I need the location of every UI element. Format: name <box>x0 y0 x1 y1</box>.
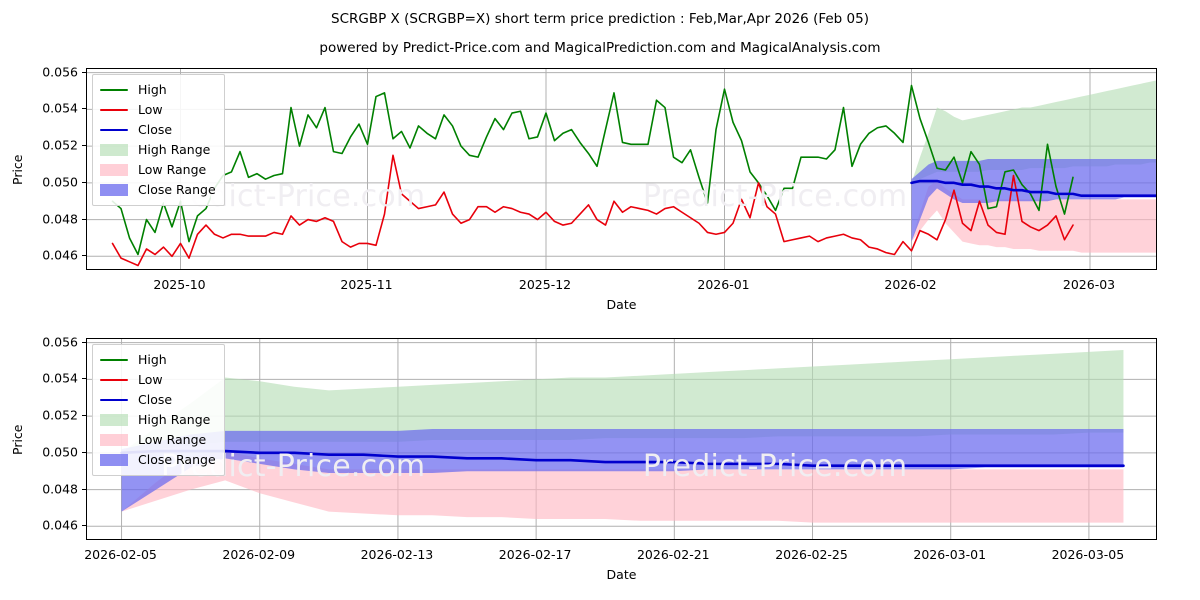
x-axis-tick-label: 2025-12 <box>518 277 572 292</box>
x-axis-tick-label: 2025-10 <box>153 277 206 292</box>
y-axis-tick-mark <box>82 108 86 110</box>
y-axis-tick-mark <box>82 415 86 417</box>
x-axis-tick-label: 2026-03 <box>1062 277 1116 292</box>
y-axis-tick-label: 0.046 <box>42 517 78 533</box>
page-title: SCRGBP X (SCRGBP=X) short term price pre… <box>331 11 869 27</box>
band-low-range <box>121 451 1124 523</box>
x-axis-tick-label: 2026-02-05 <box>84 547 157 562</box>
legend-patch-swatch-icon <box>99 434 129 447</box>
legend-item-label: Low Range <box>138 162 207 177</box>
legend-item-high-range[interactable]: High Range <box>99 140 216 160</box>
legend-item-close[interactable]: Close <box>99 390 216 410</box>
legend-item-label: Close <box>138 392 173 407</box>
y-axis-tick-label: 0.056 <box>42 64 78 80</box>
y-axis-tick-label: 0.050 <box>42 174 78 190</box>
legend-line-swatch-icon <box>99 124 129 137</box>
y-axis-tick-mark <box>82 525 86 527</box>
legend-item-close-range[interactable]: Close Range <box>99 180 216 200</box>
bottom-plot-area <box>86 338 1157 540</box>
y-axis-tick-mark <box>82 378 86 380</box>
x-axis-tick-label: 2026-02-17 <box>498 547 572 562</box>
y-axis-tick-mark <box>82 218 86 220</box>
x-axis-tick-label: 2026-02-13 <box>360 547 434 562</box>
y-axis-tick-label: 0.052 <box>42 137 78 153</box>
legend-item-low-range[interactable]: Low Range <box>99 430 216 450</box>
band-close-range <box>121 428 1124 512</box>
y-axis-tick-label: 0.050 <box>42 444 78 460</box>
x-axis-tick-label: 2025-11 <box>340 277 393 292</box>
y-axis-tick-mark <box>82 71 86 73</box>
x-axis-tick-label: 2026-03-05 <box>1051 547 1125 562</box>
legend-item-label: Low <box>138 102 163 117</box>
legend-item-label: Low Range <box>138 432 207 447</box>
y-axis-tick-label: 0.056 <box>42 334 78 350</box>
band-high-range <box>121 350 1124 453</box>
y-axis-tick-mark <box>82 145 86 147</box>
legend-item-close-range[interactable]: Close Range <box>99 450 216 470</box>
y-axis-tick-label: 0.054 <box>42 100 78 116</box>
y-axis-tick-label: 0.052 <box>42 407 78 423</box>
legend-item-high[interactable]: High <box>99 80 216 100</box>
series-line-high <box>111 84 1074 256</box>
page-subtitle: powered by Predict-Price.com and Magical… <box>319 40 881 56</box>
series-line-low <box>111 154 1074 267</box>
y-axis-tick-mark <box>82 451 86 453</box>
series-line-close <box>910 179 1156 198</box>
title-block: SCRGBP X (SCRGBP=X) short term price pre… <box>0 0 1200 57</box>
legend-patch-swatch-icon <box>99 414 129 427</box>
x-axis-tick-label: 2026-03-01 <box>913 547 987 562</box>
chart-legend[interactable]: High Low Close High Range Low Range Close Ran… <box>92 344 225 476</box>
legend-item-label: High <box>138 352 167 367</box>
top-plot-area <box>86 68 1157 270</box>
y-axis-title: Price <box>10 424 25 456</box>
y-axis-tick-mark <box>82 488 86 490</box>
y-axis-tick-mark <box>82 181 86 183</box>
y-axis-tick-label: 0.048 <box>42 481 78 497</box>
plot-svg <box>87 339 1156 539</box>
legend-item-label: Low <box>138 372 163 387</box>
legend-item-label: Close <box>138 122 173 137</box>
y-axis-tick-label: 0.046 <box>42 247 78 263</box>
legend-patch-swatch-icon <box>99 454 129 467</box>
legend-item-close[interactable]: Close <box>99 120 216 140</box>
legend-patch-swatch-icon <box>99 184 129 197</box>
y-axis-tick-label: 0.054 <box>42 370 78 386</box>
legend-line-swatch-icon <box>99 354 129 367</box>
chart-legend[interactable]: High Low Close High Range Low Range Close Ran… <box>92 74 225 206</box>
legend-item-label: High Range <box>138 412 211 427</box>
y-axis-title: Price <box>10 154 25 186</box>
legend-patch-swatch-icon <box>99 144 129 157</box>
y-axis-tick-mark <box>82 255 86 257</box>
legend-item-low-range[interactable]: Low Range <box>99 160 216 180</box>
legend-item-high-range[interactable]: High Range <box>99 410 216 430</box>
band-high-range <box>911 80 1156 183</box>
legend-item-label: High <box>138 82 167 97</box>
legend-item-high[interactable]: High <box>99 350 216 370</box>
legend-line-swatch-icon <box>99 104 129 117</box>
x-axis-tick-label: 2026-02-09 <box>222 547 296 562</box>
legend-item-low[interactable]: Low <box>99 370 216 390</box>
legend-patch-swatch-icon <box>99 164 129 177</box>
y-axis-tick-label: 0.048 <box>42 211 78 227</box>
legend-item-label: Close Range <box>138 182 216 197</box>
x-axis-tick-label: 2026-02 <box>884 277 937 292</box>
x-axis-title: Date <box>606 567 637 582</box>
legend-item-label: High Range <box>138 142 211 157</box>
x-axis-tick-label: 2026-02-21 <box>636 547 710 562</box>
x-axis-title: Date <box>606 297 637 312</box>
y-axis-tick-mark <box>82 341 86 343</box>
legend-line-swatch-icon <box>99 394 129 407</box>
legend-line-swatch-icon <box>99 374 129 387</box>
legend-item-low[interactable]: Low <box>99 100 216 120</box>
x-axis-tick-label: 2026-01 <box>697 277 750 292</box>
x-axis-tick-label: 2026-02-25 <box>775 547 848 562</box>
band-low-range <box>911 181 1156 253</box>
series-line-close <box>120 449 1125 468</box>
plot-svg <box>87 69 1156 269</box>
legend-item-label: Close Range <box>138 452 216 467</box>
legend-line-swatch-icon <box>99 84 129 97</box>
